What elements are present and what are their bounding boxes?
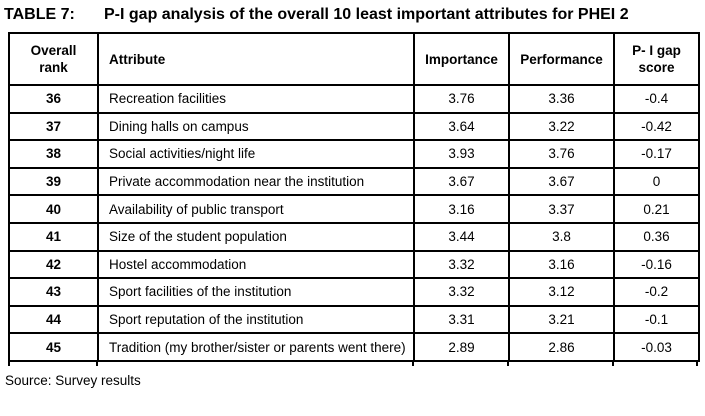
cell-importance: 3.67 (413, 166, 510, 197)
cell-attribute: Availability of public transport (97, 194, 415, 224)
cell-overall-rank: 36 (8, 84, 99, 114)
cell-attribute: Sport reputation of the institution (97, 304, 415, 335)
table-row: 44 Sport reputation of the institution 3… (8, 304, 700, 335)
border-stub (507, 361, 509, 366)
cell-performance: 3.37 (508, 194, 615, 224)
cell-pi-gap-score: -0.1 (613, 304, 700, 335)
cell-attribute: Size of the student population (97, 221, 415, 252)
cell-overall-rank: 41 (8, 221, 99, 252)
cell-overall-rank: 37 (8, 111, 99, 142)
cell-overall-rank: 45 (8, 332, 99, 362)
cell-importance: 3.32 (413, 249, 510, 280)
cell-performance: 3.12 (508, 277, 615, 307)
cell-attribute: Sport facilities of the institution (97, 277, 415, 307)
table-row: 36 Recreation facilities 3.76 3.36 -0.4 (8, 84, 700, 114)
header-overall-rank-line1: Overall (30, 43, 77, 58)
cell-importance: 3.16 (413, 194, 510, 224)
header-pi-gap-line2: score (638, 60, 675, 75)
cell-pi-gap-score: -0.4 (613, 84, 700, 114)
cell-pi-gap-score: -0.2 (613, 277, 700, 307)
table-row: 39 Private accommodation near the instit… (8, 166, 700, 197)
cell-importance: 3.44 (413, 221, 510, 252)
table-row: 37 Dining halls on campus 3.64 3.22 -0.4… (8, 111, 700, 142)
header-attribute: Attribute (97, 32, 415, 86)
table-row: 40 Availability of public transport 3.16… (8, 194, 700, 224)
cell-overall-rank: 42 (8, 249, 99, 280)
cell-performance: 3.22 (508, 111, 615, 142)
cell-performance: 3.67 (508, 166, 615, 197)
header-pi-gap-score: P- I gap score (613, 32, 700, 86)
header-performance: Performance (508, 32, 615, 86)
cell-importance: 3.64 (413, 111, 510, 142)
pi-gap-table: Overall rank Attribute Importance Perfor… (8, 32, 700, 362)
border-stub (412, 361, 414, 366)
cell-pi-gap-score: 0.21 (613, 194, 700, 224)
cell-performance: 3.76 (508, 139, 615, 169)
header-overall-rank: Overall rank (8, 32, 99, 86)
cell-performance: 3.36 (508, 84, 615, 114)
cell-attribute: Tradition (my brother/sister or parents … (97, 332, 415, 362)
cell-attribute: Social activities/night life (97, 139, 415, 169)
cell-pi-gap-score: -0.16 (613, 249, 700, 280)
table-row: 42 Hostel accommodation 3.32 3.16 -0.16 (8, 249, 700, 280)
table-row: 41 Size of the student population 3.44 3… (8, 221, 700, 252)
border-stub (96, 361, 98, 366)
cell-performance: 2.86 (508, 332, 615, 362)
cell-pi-gap-score: -0.03 (613, 332, 700, 362)
table-title: TABLE 7: P-I gap analysis of the overall… (4, 5, 705, 24)
border-stub (8, 361, 10, 366)
cell-importance: 3.76 (413, 84, 510, 114)
cell-pi-gap-score: -0.42 (613, 111, 700, 142)
table-title-text: P-I gap analysis of the overall 10 least… (104, 6, 629, 23)
cell-performance: 3.8 (508, 221, 615, 252)
cell-importance: 3.31 (413, 304, 510, 335)
cell-importance: 3.32 (413, 277, 510, 307)
cell-importance: 2.89 (413, 332, 510, 362)
border-stub (696, 361, 698, 366)
cell-importance: 3.93 (413, 139, 510, 169)
cell-performance: 3.16 (508, 249, 615, 280)
table-row: 38 Social activities/night life 3.93 3.7… (8, 139, 700, 169)
table-title-label: TABLE 7: (4, 6, 75, 23)
cell-overall-rank: 38 (8, 139, 99, 169)
table-row: 45 Tradition (my brother/sister or paren… (8, 332, 700, 362)
cell-overall-rank: 39 (8, 166, 99, 197)
source-note: Source: Survey results (5, 372, 141, 388)
cell-pi-gap-score: 0 (613, 166, 700, 197)
cell-attribute: Hostel accommodation (97, 249, 415, 280)
table-body: 36 Recreation facilities 3.76 3.36 -0.4 … (8, 84, 700, 362)
cell-pi-gap-score: 0.36 (613, 221, 700, 252)
header-row: Overall rank Attribute Importance Perfor… (8, 32, 700, 86)
cell-pi-gap-score: -0.17 (613, 139, 700, 169)
table-bottom-border-stubs (8, 361, 698, 366)
header-overall-rank-line2: rank (39, 60, 68, 75)
cell-overall-rank: 44 (8, 304, 99, 335)
cell-overall-rank: 40 (8, 194, 99, 224)
cell-attribute: Private accommodation near the instituti… (97, 166, 415, 197)
header-importance: Importance (413, 32, 510, 86)
cell-performance: 3.21 (508, 304, 615, 335)
table-row: 43 Sport facilities of the institution 3… (8, 277, 700, 307)
cell-overall-rank: 43 (8, 277, 99, 307)
cell-attribute: Dining halls on campus (97, 111, 415, 142)
cell-attribute: Recreation facilities (97, 84, 415, 114)
header-pi-gap-line1: P- I gap (632, 43, 681, 58)
border-stub (612, 361, 614, 366)
